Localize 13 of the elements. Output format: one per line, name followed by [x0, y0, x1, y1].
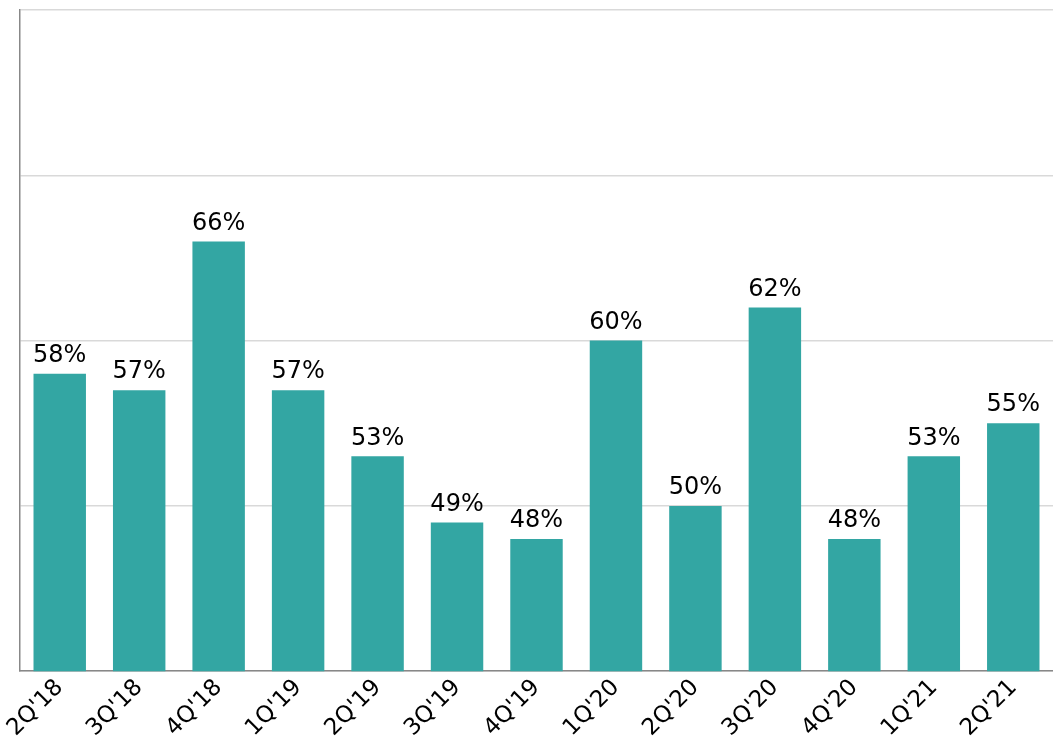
data-label: 62%	[748, 273, 802, 302]
data-label: 55%	[986, 389, 1040, 418]
data-label: 48%	[827, 505, 882, 534]
data-label: 66%	[191, 207, 246, 236]
data-label: 57%	[112, 356, 166, 385]
data-label: 57%	[271, 356, 325, 385]
data-label: 53%	[907, 422, 961, 451]
data-label: 58%	[33, 339, 87, 368]
data-label: 49%	[430, 488, 484, 517]
data-label: 53%	[350, 422, 405, 451]
data-label: 48%	[509, 505, 564, 534]
data-label: 60%	[589, 306, 643, 335]
data-label: 50%	[668, 472, 723, 501]
